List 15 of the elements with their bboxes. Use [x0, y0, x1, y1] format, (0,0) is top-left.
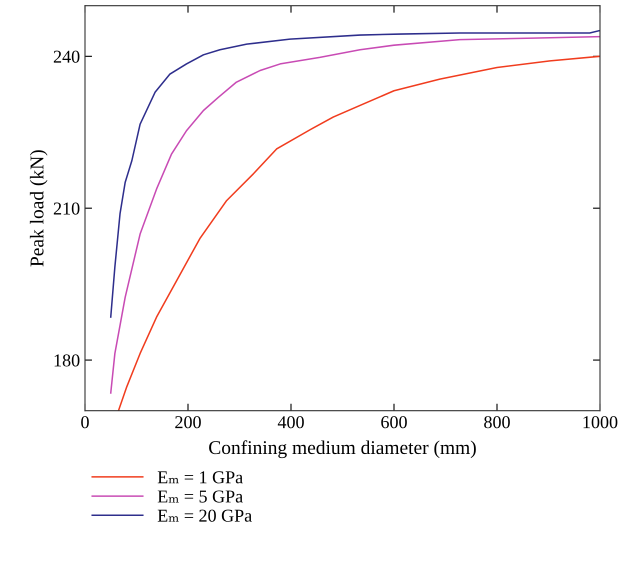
legend-label: Eₘ = 1 GPa: [158, 471, 243, 484]
x-axis-title: Confining medium diameter (mm): [209, 440, 476, 458]
x-tick-label: 200: [175, 416, 201, 428]
x-tick-label: 0: [81, 416, 89, 428]
x-tick-label: 1000: [584, 416, 618, 428]
y-tick-label: 210: [54, 202, 80, 215]
x-tick-label: 800: [484, 416, 510, 428]
legend-label: Eₘ = 20 GPa: [158, 510, 252, 522]
legend-label: Eₘ = 5 GPa: [158, 490, 243, 503]
x-tick-label: 600: [381, 416, 407, 428]
y-tick-label: 240: [54, 50, 80, 63]
line-series: [110, 30, 600, 318]
x-tick-label: 400: [278, 416, 304, 428]
y-axis-title: Peak load (kN): [30, 150, 48, 266]
y-tick-label: 180: [54, 354, 80, 367]
